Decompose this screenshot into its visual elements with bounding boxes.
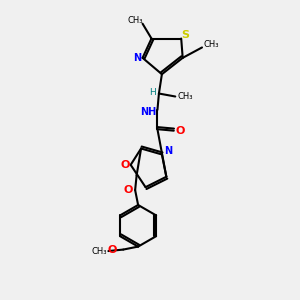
Text: CH₃: CH₃ xyxy=(92,247,107,256)
Text: CH₃: CH₃ xyxy=(178,92,194,101)
Text: H: H xyxy=(149,88,156,97)
Text: O: O xyxy=(120,160,129,170)
Text: N: N xyxy=(164,146,172,157)
Text: CH₃: CH₃ xyxy=(203,40,219,49)
Text: CH₃: CH₃ xyxy=(128,16,143,25)
Text: O: O xyxy=(107,244,117,255)
Text: O: O xyxy=(124,185,133,195)
Text: NH: NH xyxy=(140,107,157,117)
Text: O: O xyxy=(175,126,184,136)
Text: N: N xyxy=(133,53,141,63)
Text: S: S xyxy=(181,30,189,40)
